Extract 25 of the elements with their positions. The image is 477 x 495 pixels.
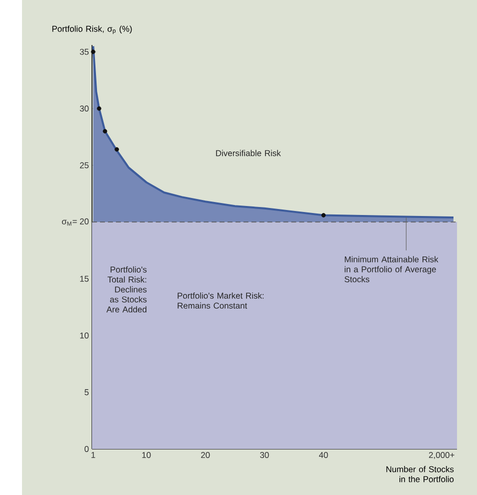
y-tick-label: 5 xyxy=(84,389,89,396)
y-tick-label: 35 xyxy=(80,48,89,55)
annotation: Minimum Attainable Risk in a Portfolio of Average Stocks xyxy=(344,256,438,282)
y-tick-label: 30 xyxy=(80,106,89,112)
x-tick-label: 40 xyxy=(319,452,328,458)
x-tick-label: 2,000+ xyxy=(429,452,454,460)
y-tick-label: 15 xyxy=(80,276,89,282)
x-tick-label: 10 xyxy=(142,452,151,458)
point xyxy=(321,213,326,218)
y-tick-label: 0 xyxy=(84,446,89,452)
y-tick-label: σ$_{M}$= 20 xyxy=(62,218,89,226)
y-axis-title: Portfolio Risk, σ$_{p}$ (%) xyxy=(52,26,132,34)
point xyxy=(96,106,102,111)
y-tick-label: 25 xyxy=(80,162,89,168)
annotation: Portfolio's Total Risk: Declines as Stocks Are Added xyxy=(106,266,147,312)
x-tick-label: 20 xyxy=(201,452,210,458)
point xyxy=(90,50,96,54)
point xyxy=(102,129,108,134)
x-tick-label: 1 xyxy=(91,452,96,458)
y-tick-label: 10 xyxy=(80,332,89,339)
x-axis-title: Number of Stocks in the Portfolio xyxy=(386,466,454,482)
annotation: Diversifiable Risk xyxy=(216,150,281,156)
annotation: Portfolio's Market Risk: Remains Constant xyxy=(178,292,264,309)
point xyxy=(114,147,119,152)
x-tick-label: 30 xyxy=(260,452,269,458)
